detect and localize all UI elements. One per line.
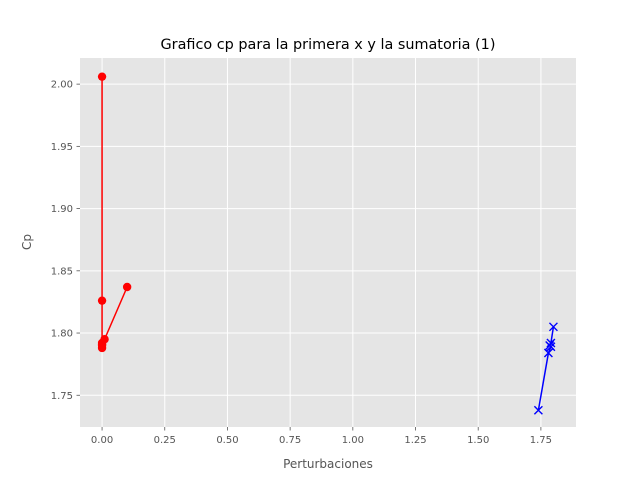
x-tick-label: 1.25 <box>404 435 426 446</box>
y-tick-label: 1.95 <box>51 142 73 153</box>
x-tick-label: 1.00 <box>342 435 364 446</box>
plot-area <box>80 58 576 427</box>
grid <box>80 58 576 427</box>
x-tick-label: 0.75 <box>279 435 301 446</box>
series-2-point <box>548 322 558 332</box>
series-2-point <box>533 405 543 415</box>
chart-title: Grafico cp para la primera x y la sumato… <box>161 37 496 53</box>
x-axis-label: Perturbaciones <box>283 457 373 471</box>
y-tick-label: 1.75 <box>51 391 73 402</box>
x-tick-label: 0.00 <box>91 435 113 446</box>
y-tick-label: 1.80 <box>51 329 73 340</box>
series-2-point <box>545 340 555 350</box>
x-tick-label: 1.75 <box>530 435 552 446</box>
series-1-point <box>122 282 132 292</box>
series-1-point <box>97 296 107 305</box>
y-axis-ticks: 1.75 1.80 1.85 1.90 1.95 2.00 <box>51 80 80 402</box>
series-2-point <box>546 338 556 348</box>
series-2-point <box>543 348 553 358</box>
y-tick-label: 1.85 <box>51 266 73 277</box>
series-layer <box>97 72 558 415</box>
x-axis-ticks: 0.00 0.25 0.50 0.75 1.00 1.25 1.50 1.75 <box>91 427 552 446</box>
series-1-point <box>100 335 109 344</box>
y-tick-label: 2.00 <box>51 80 73 91</box>
x-tick-label: 1.50 <box>467 435 489 446</box>
x-tick-label: 0.25 <box>154 435 176 446</box>
y-tick-label: 1.90 <box>51 204 73 215</box>
x-tick-label: 0.50 <box>216 435 238 446</box>
series-1-point <box>97 72 107 81</box>
y-axis-label: Cp <box>20 234 34 250</box>
